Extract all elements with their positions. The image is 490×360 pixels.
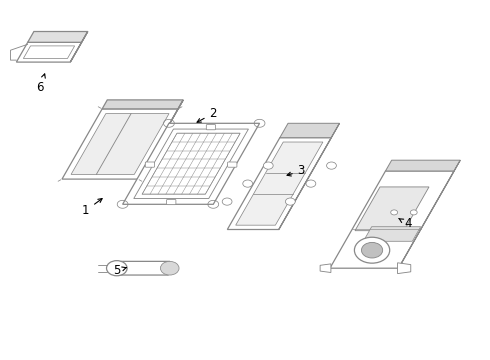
Circle shape xyxy=(306,180,316,187)
Polygon shape xyxy=(355,187,429,231)
Polygon shape xyxy=(397,263,411,274)
Text: 2: 2 xyxy=(197,107,217,122)
Text: 3: 3 xyxy=(287,165,305,177)
Circle shape xyxy=(410,210,417,215)
Polygon shape xyxy=(363,227,421,241)
Circle shape xyxy=(222,198,232,205)
Polygon shape xyxy=(119,261,170,275)
Polygon shape xyxy=(320,264,331,273)
FancyBboxPatch shape xyxy=(206,125,216,130)
Polygon shape xyxy=(279,123,340,230)
Text: 5: 5 xyxy=(113,264,126,277)
Polygon shape xyxy=(142,133,240,194)
Polygon shape xyxy=(227,138,331,230)
Circle shape xyxy=(264,162,273,169)
Polygon shape xyxy=(70,31,88,62)
Polygon shape xyxy=(138,100,183,179)
Circle shape xyxy=(243,180,253,187)
Polygon shape xyxy=(236,142,323,225)
Polygon shape xyxy=(280,123,340,138)
FancyBboxPatch shape xyxy=(167,199,176,204)
Circle shape xyxy=(106,261,127,276)
FancyBboxPatch shape xyxy=(145,162,155,167)
Polygon shape xyxy=(28,31,88,42)
Polygon shape xyxy=(16,42,82,62)
Circle shape xyxy=(160,261,179,275)
FancyBboxPatch shape xyxy=(227,162,237,167)
Polygon shape xyxy=(134,129,248,198)
Polygon shape xyxy=(102,100,183,109)
Text: 1: 1 xyxy=(82,199,102,217)
Polygon shape xyxy=(62,109,178,179)
Polygon shape xyxy=(122,123,260,204)
Polygon shape xyxy=(398,160,460,268)
Circle shape xyxy=(285,198,295,205)
Circle shape xyxy=(362,242,383,258)
Text: 4: 4 xyxy=(399,217,412,230)
Text: 6: 6 xyxy=(36,74,45,94)
Polygon shape xyxy=(24,46,74,58)
Circle shape xyxy=(354,237,390,263)
Circle shape xyxy=(391,210,397,215)
Circle shape xyxy=(326,162,336,169)
Polygon shape xyxy=(330,171,454,268)
Polygon shape xyxy=(386,160,460,171)
Polygon shape xyxy=(71,114,169,175)
